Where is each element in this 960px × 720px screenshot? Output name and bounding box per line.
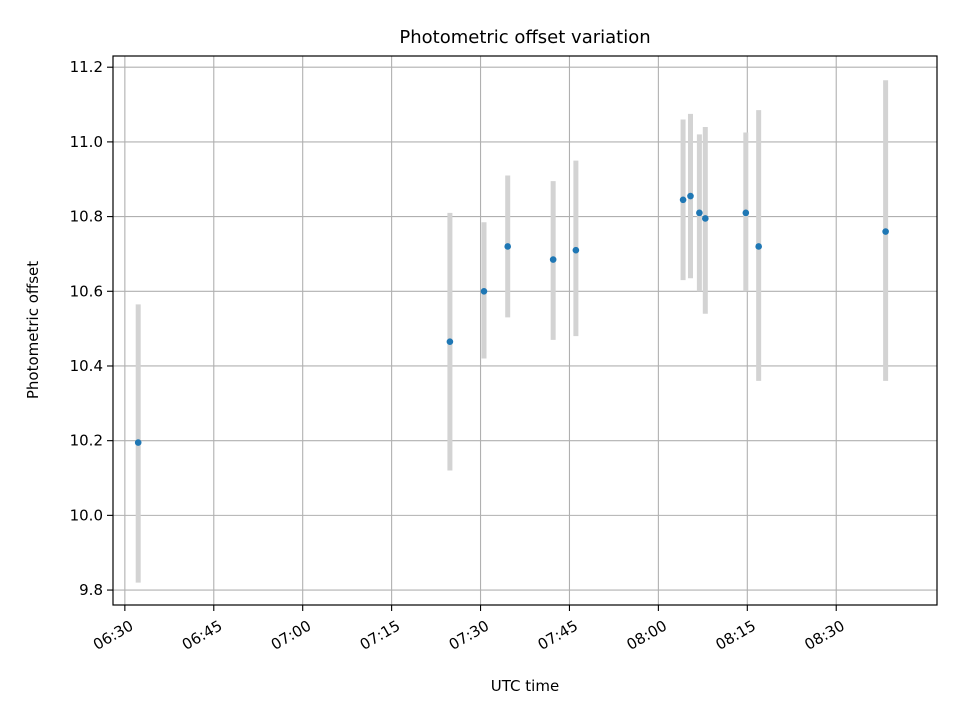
y-axis-label: Photometric offset [24,261,42,399]
data-point [480,287,488,295]
chart-title: Photometric offset variation [399,27,650,48]
data-point [702,215,709,222]
y-tick-label: 10.0 [70,506,103,524]
data-point [882,228,889,235]
data-point [549,256,557,263]
y-tick-label: 10.2 [70,432,103,450]
y-tick-label: 11.2 [70,58,103,76]
y-tick-label: 10.8 [70,208,103,226]
x-axis-label: UTC time [491,677,559,695]
y-tick-label: 9.8 [79,581,103,599]
data-point [572,246,580,254]
y-tick-label: 11.0 [70,133,103,151]
data-point [679,196,687,204]
data-points [134,192,889,446]
data-point [134,439,142,446]
data-point [446,338,454,346]
data-point [504,243,512,250]
plot-frame [112,55,938,606]
data-point [755,243,762,250]
data-point [696,209,703,217]
y-tick-label: 10.6 [70,282,103,300]
data-point [687,192,694,200]
data-point [742,209,750,217]
y-tick-label: 10.4 [70,357,103,375]
y-axis-ticks: 9.8 10.0 10.2 10.4 10.6 10.8 11.0 11.2 [70,58,113,599]
